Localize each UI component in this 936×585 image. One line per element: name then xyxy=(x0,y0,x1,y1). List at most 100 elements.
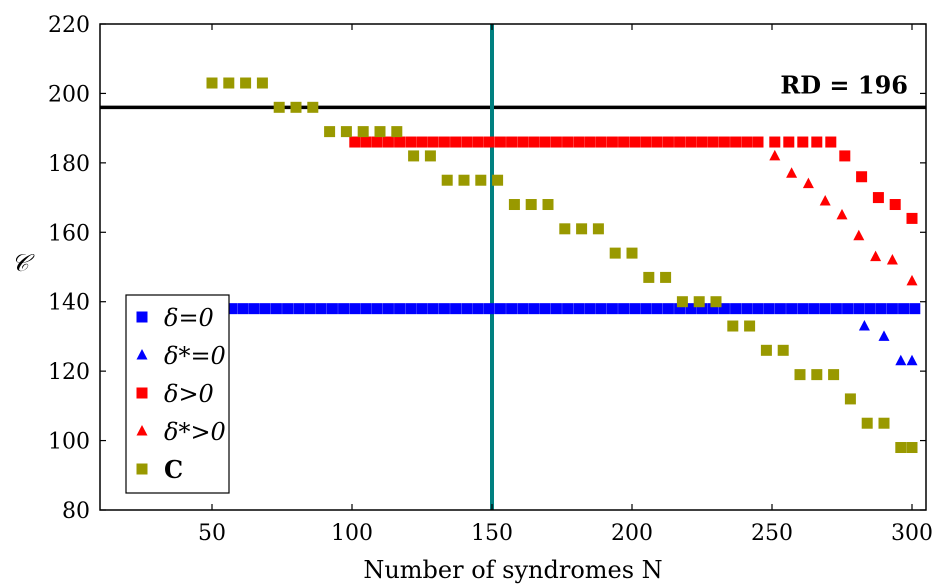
series-4 xyxy=(206,77,918,454)
data-point xyxy=(256,77,268,89)
data-point xyxy=(424,150,436,162)
data-point xyxy=(539,136,551,148)
data-point xyxy=(349,136,361,148)
data-point xyxy=(707,136,719,148)
data-point xyxy=(539,303,551,315)
data-point xyxy=(405,303,417,315)
legend-marker xyxy=(136,311,148,323)
data-point xyxy=(324,126,336,138)
data-point xyxy=(839,150,851,162)
data-point xyxy=(769,149,781,161)
data-point xyxy=(696,136,708,148)
data-point xyxy=(674,136,686,148)
data-point xyxy=(685,303,697,315)
data-point xyxy=(640,303,652,315)
data-point xyxy=(394,136,406,148)
data-point xyxy=(853,303,865,315)
data-point xyxy=(710,296,722,308)
data-point xyxy=(592,223,604,235)
data-point xyxy=(895,354,907,366)
x-tick-label: 150 xyxy=(471,521,513,546)
data-point xyxy=(326,303,338,315)
legend-marker xyxy=(136,349,148,360)
data-point xyxy=(769,136,781,148)
data-point xyxy=(660,271,672,283)
legend-label: δ*=0 xyxy=(164,342,226,370)
y-tick-label: 220 xyxy=(48,13,90,38)
data-point xyxy=(707,303,719,315)
data-point xyxy=(562,136,574,148)
data-point xyxy=(825,136,837,148)
data-point xyxy=(349,303,361,315)
data-point xyxy=(517,136,529,148)
data-point xyxy=(506,136,518,148)
data-point xyxy=(338,303,350,315)
data-point xyxy=(797,136,809,148)
data-point xyxy=(573,136,585,148)
data-point xyxy=(517,303,529,315)
data-point xyxy=(237,303,249,315)
data-point xyxy=(506,303,518,315)
y-tick-label: 120 xyxy=(48,360,90,385)
series-2 xyxy=(349,136,918,224)
y-tick-label: 180 xyxy=(48,152,90,177)
data-point xyxy=(374,126,386,138)
data-point xyxy=(273,101,285,113)
data-point xyxy=(875,303,887,315)
data-point xyxy=(808,303,820,315)
data-point xyxy=(259,303,271,315)
data-point xyxy=(872,192,884,204)
data-point xyxy=(461,303,473,315)
series-0 xyxy=(214,303,921,315)
y-tick-label: 140 xyxy=(48,291,90,316)
data-point xyxy=(315,303,327,315)
data-point xyxy=(391,126,403,138)
data-point xyxy=(760,344,772,356)
data-point xyxy=(811,369,823,381)
data-point xyxy=(584,136,596,148)
y-axis-label: 𝒞 xyxy=(11,249,35,277)
data-point xyxy=(906,442,918,454)
legend-label: C xyxy=(164,455,183,484)
data-point xyxy=(528,136,540,148)
data-point xyxy=(802,177,814,189)
x-axis-label: Number of syndromes N xyxy=(363,556,662,584)
data-point xyxy=(606,303,618,315)
data-point xyxy=(550,303,562,315)
data-point xyxy=(371,136,383,148)
data-point xyxy=(693,296,705,308)
data-point xyxy=(777,344,789,356)
data-point xyxy=(562,303,574,315)
data-point xyxy=(483,136,495,148)
data-point xyxy=(223,77,235,89)
x-tick-label: 300 xyxy=(891,521,933,546)
data-point xyxy=(357,126,369,138)
data-point xyxy=(870,250,882,262)
data-point xyxy=(889,199,901,211)
data-point xyxy=(685,136,697,148)
data-point xyxy=(727,320,739,332)
data-point xyxy=(626,247,638,259)
data-point xyxy=(651,136,663,148)
legend-marker xyxy=(136,425,148,436)
reference-line-label: RD = 196 xyxy=(780,70,908,99)
data-point xyxy=(629,136,641,148)
data-point xyxy=(494,136,506,148)
data-point xyxy=(878,330,890,341)
y-tick-label: 80 xyxy=(62,499,90,524)
x-tick-label: 100 xyxy=(331,521,373,546)
legend-marker xyxy=(136,463,148,475)
plot-frame xyxy=(99,23,927,511)
data-point xyxy=(741,136,753,148)
data-point xyxy=(416,136,428,148)
data-point xyxy=(618,136,630,148)
data-point xyxy=(643,271,655,283)
data-point xyxy=(576,223,588,235)
data-point xyxy=(828,369,840,381)
data-point xyxy=(550,136,562,148)
data-point xyxy=(842,303,854,315)
data-point xyxy=(858,320,870,331)
data-point xyxy=(450,303,462,315)
data-point xyxy=(438,136,450,148)
data-point xyxy=(606,136,618,148)
